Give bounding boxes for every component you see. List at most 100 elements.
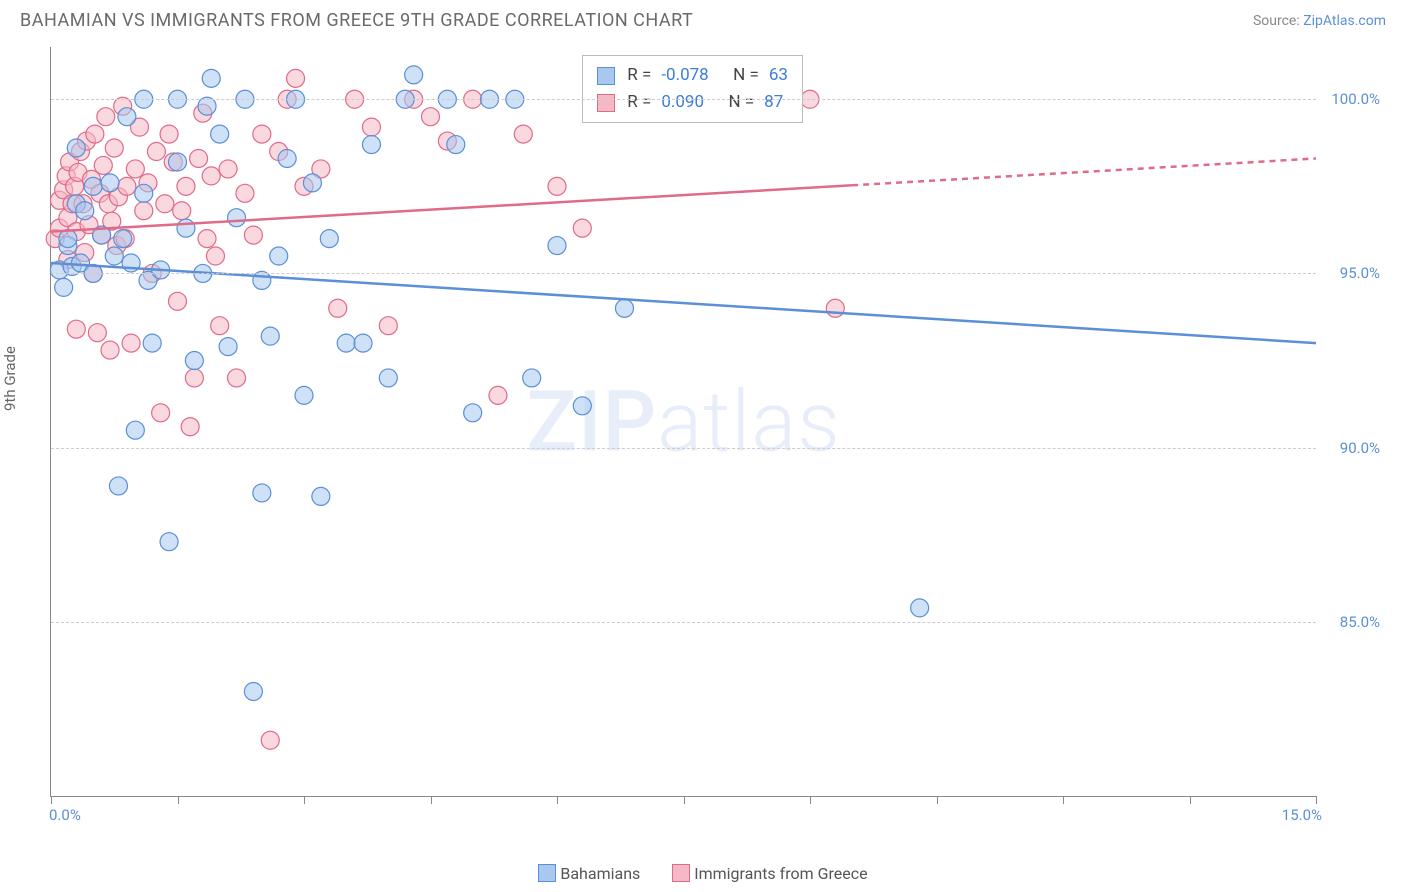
scatter-point [514,125,532,143]
scatter-point [101,341,119,359]
scatter-point [219,338,237,356]
x-tick [937,796,938,804]
scatter-point [337,334,355,352]
scatter-point [135,202,153,220]
trend-line [51,263,1316,343]
scatter-point [261,327,279,345]
chart-svg [51,47,1316,796]
gridline-h [51,448,1316,449]
chart-title: BAHAMIAN VS IMMIGRANTS FROM GREECE 9TH G… [20,10,693,31]
scatter-point [59,230,77,248]
scatter-point [278,149,296,167]
scatter-point [169,153,187,171]
legend-bottom: Bahamians Immigrants from Greece [0,864,1406,887]
x-axis-max-label: 15.0% [1282,806,1322,824]
stat-value-n-b: 87 [764,89,783,116]
scatter-point [422,108,440,126]
scatter-point [303,174,321,192]
scatter-point [84,177,102,195]
x-axis-min-label: 0.0% [49,806,81,824]
scatter-point [118,177,136,195]
x-tick [557,796,558,804]
scatter-point [211,125,229,143]
source-link[interactable]: ZipAtlas.com [1303,13,1386,29]
legend-label-bahamians: Bahamians [560,864,640,883]
stat-value-n-a: 63 [769,62,788,89]
scatter-point [143,334,161,352]
scatter-point [573,397,591,415]
scatter-point [118,108,136,126]
scatter-point [228,369,246,387]
scatter-point [261,731,279,749]
scatter-point [211,317,229,335]
scatter-point [362,136,380,154]
scatter-point [244,682,262,700]
scatter-point [97,108,115,126]
source-attribution: Source: ZipAtlas.com [1253,13,1386,29]
scatter-point [76,202,94,220]
scatter-point [160,533,178,551]
scatter-point [615,299,633,317]
scatter-point [55,278,73,296]
source-label: Source: [1253,13,1300,29]
scatter-point [573,219,591,237]
scatter-point [185,352,203,370]
scatter-point [109,477,127,495]
scatter-point [270,247,288,265]
scatter-point [202,167,220,185]
stat-label-r: R = [627,62,651,89]
x-tick [1190,796,1191,804]
x-tick [1316,796,1317,804]
scatter-point [152,404,170,422]
stat-value-r-a: -0.078 [661,62,708,89]
scatter-point [219,160,237,178]
stat-label-n: N = [728,89,754,116]
scatter-point [379,369,397,387]
x-tick [178,796,179,804]
swatch-greece [597,94,615,112]
swatch-bahamians [597,67,615,85]
scatter-point [160,125,178,143]
scatter-point [88,324,106,342]
stat-row-series-a: R = -0.078 N = 63 [597,62,788,89]
scatter-point [67,320,85,338]
scatter-point [94,156,112,174]
scatter-point [198,230,216,248]
scatter-point [405,66,423,84]
scatter-point [173,202,191,220]
scatter-point [126,421,144,439]
legend-label-greece: Immigrants from Greece [694,864,867,883]
scatter-point [169,292,187,310]
gridline-h [51,99,1316,100]
y-tick-label: 85.0% [1340,613,1380,631]
x-tick [304,796,305,804]
stat-row-series-b: R = 0.090 N = 87 [597,89,788,116]
scatter-point [147,143,165,161]
plot-area: ZIPatlas R = -0.078 N = 63 R = 0.090 N =… [50,47,1316,797]
scatter-point [295,386,313,404]
scatter-point [177,219,195,237]
correlation-stat-box: R = -0.078 N = 63 R = 0.090 N = 87 [582,55,803,123]
scatter-point [287,69,305,87]
scatter-point [826,299,844,317]
legend-item-bahamians: Bahamians [538,864,640,883]
scatter-point [253,484,271,502]
stat-label-n: N = [733,62,759,89]
scatter-point [206,247,224,265]
chart-container: 9th Grade ZIPatlas R = -0.078 N = 63 R =… [50,37,1386,827]
scatter-point [329,299,347,317]
y-tick-label: 100.0% [1331,90,1380,108]
legend-item-greece: Immigrants from Greece [672,864,867,883]
scatter-point [244,226,262,244]
scatter-point [548,237,566,255]
x-tick [810,796,811,804]
gridline-h [51,622,1316,623]
scatter-point [548,177,566,195]
scatter-point [86,125,104,143]
scatter-point [185,369,203,387]
scatter-point [379,317,397,335]
scatter-point [114,230,132,248]
y-tick-label: 95.0% [1340,264,1380,282]
scatter-point [354,334,372,352]
gridline-h [51,273,1316,274]
